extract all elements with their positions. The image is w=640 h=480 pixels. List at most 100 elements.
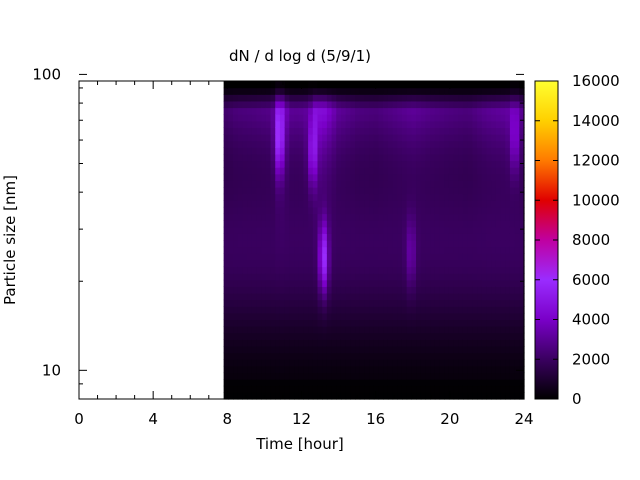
heatmap-cell xyxy=(289,120,295,128)
heatmap-cell xyxy=(505,346,511,354)
heatmap-cell xyxy=(228,365,234,374)
heatmap-cell xyxy=(439,253,445,261)
heatmap-cell xyxy=(430,392,436,400)
heatmap-cell xyxy=(416,140,422,148)
heatmap-cell xyxy=(500,206,506,215)
heatmap-cell xyxy=(237,385,243,393)
heatmap-cell xyxy=(495,160,502,168)
heatmap-cell xyxy=(223,180,229,188)
heatmap-cell xyxy=(467,332,473,340)
heatmap-cell xyxy=(416,100,422,109)
heatmap-cell xyxy=(430,326,436,334)
heatmap-cell xyxy=(237,319,243,327)
heatmap-cell xyxy=(265,339,272,347)
heatmap-cell xyxy=(256,120,262,128)
heatmap-cell xyxy=(462,279,469,287)
heatmap-cell xyxy=(519,253,525,261)
heatmap-cell xyxy=(284,120,290,128)
heatmap-cell xyxy=(303,107,309,115)
heatmap-cell xyxy=(228,326,234,334)
heatmap-cell xyxy=(514,120,520,128)
heatmap-cell xyxy=(312,114,319,122)
heatmap-cell xyxy=(505,339,511,347)
heatmap-cell xyxy=(411,372,417,380)
heatmap-cell xyxy=(406,319,412,327)
heatmap-cell xyxy=(340,94,347,102)
heatmap-cell xyxy=(397,120,403,128)
heatmap-cell xyxy=(378,299,384,307)
heatmap-cell xyxy=(294,220,300,228)
heatmap-cell xyxy=(491,233,497,241)
heatmap-cell xyxy=(312,200,319,208)
heatmap-cell xyxy=(401,359,408,367)
heatmap-cell xyxy=(284,332,290,340)
heatmap-cell xyxy=(247,87,253,95)
heatmap-cell xyxy=(397,385,403,393)
heatmap-cell xyxy=(317,140,323,148)
heatmap-cell xyxy=(373,240,380,248)
heatmap-cell xyxy=(387,306,394,314)
heatmap-cell xyxy=(472,87,478,95)
heatmap-cell xyxy=(462,81,469,89)
heatmap-cell xyxy=(317,147,323,155)
heatmap-cell xyxy=(383,332,389,340)
heatmap-cell xyxy=(406,87,412,95)
heatmap-cell xyxy=(444,200,450,208)
heatmap-cell xyxy=(369,206,375,215)
heatmap-cell xyxy=(481,226,488,234)
heatmap-cell xyxy=(359,220,366,228)
heatmap-cell xyxy=(434,87,441,95)
heatmap-cell xyxy=(514,134,520,142)
heatmap-cell xyxy=(275,140,281,148)
heatmap-cell xyxy=(298,332,305,340)
heatmap-cell xyxy=(308,81,314,89)
heatmap-cell xyxy=(411,339,417,347)
heatmap-cell xyxy=(256,147,262,155)
heatmap-cell xyxy=(355,312,361,321)
heatmap-cell xyxy=(350,259,356,268)
heatmap-cell xyxy=(439,167,445,175)
heatmap-cell xyxy=(251,226,258,234)
heatmap-cell xyxy=(462,173,469,181)
heatmap-cell xyxy=(340,259,347,268)
heatmap-cell xyxy=(247,392,253,400)
heatmap-cell xyxy=(298,246,305,254)
heatmap-cell xyxy=(289,279,295,287)
heatmap-cell xyxy=(289,293,295,301)
heatmap-cell xyxy=(308,147,314,155)
heatmap-cell xyxy=(228,226,234,234)
heatmap-cell xyxy=(298,319,305,327)
heatmap-cell xyxy=(411,293,417,301)
heatmap-cell xyxy=(495,286,502,294)
heatmap-cell xyxy=(284,346,290,354)
heatmap-cell xyxy=(467,220,473,228)
heatmap-cell xyxy=(481,160,488,168)
heatmap-cell xyxy=(462,365,469,374)
heatmap-cell xyxy=(369,180,375,188)
heatmap-cell xyxy=(519,259,525,268)
heatmap-cell xyxy=(322,346,328,354)
heatmap-cell xyxy=(411,332,417,340)
heatmap-cell xyxy=(425,140,431,148)
heatmap-cell xyxy=(331,246,337,254)
heatmap-cell xyxy=(294,94,300,102)
heatmap-cell xyxy=(345,100,351,109)
heatmap-cell xyxy=(308,107,314,115)
heatmap-cell xyxy=(279,120,286,128)
heatmap-cell xyxy=(434,246,441,254)
heatmap-cell xyxy=(472,379,478,387)
heatmap-cell xyxy=(477,306,483,314)
heatmap-cell xyxy=(233,213,239,221)
heatmap-cell xyxy=(453,94,459,102)
heatmap-cell xyxy=(312,193,319,201)
heatmap-cell xyxy=(500,193,506,201)
heatmap-cell xyxy=(397,286,403,294)
heatmap-cell xyxy=(472,160,478,168)
heatmap-cell xyxy=(284,266,290,274)
heatmap-cell xyxy=(401,346,408,354)
heatmap-cell xyxy=(401,193,408,201)
heatmap-cell xyxy=(519,100,525,109)
heatmap-cell xyxy=(350,286,356,294)
heatmap-cell xyxy=(359,140,366,148)
heatmap-cell xyxy=(242,339,248,347)
